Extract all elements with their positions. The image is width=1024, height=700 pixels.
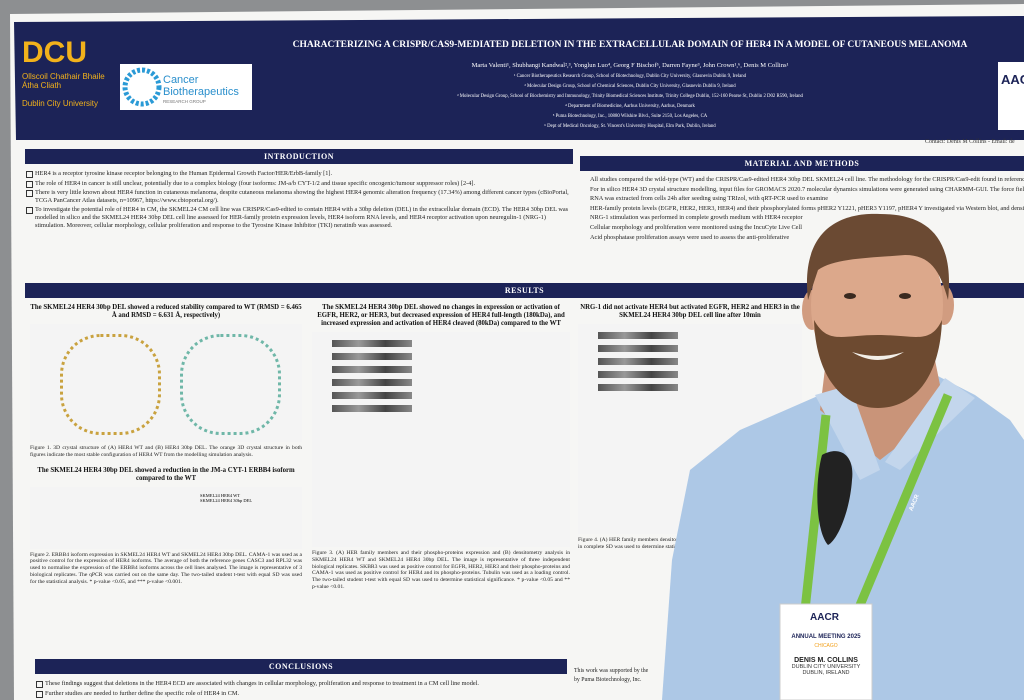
badge-content: AACR ANNUAL MEETING 2025 CHICAGO DENIS M. C… xyxy=(782,607,870,676)
logo-irish: Ollscoil Chathair Bhaile Átha Cliath xyxy=(22,72,105,90)
contact-strip xyxy=(14,140,1024,150)
aacr-logo: AAC xyxy=(1001,72,1024,87)
section-heading: RESULTS xyxy=(25,283,1024,298)
lanyard-right xyxy=(853,393,953,612)
beard xyxy=(814,320,942,408)
blot-band xyxy=(332,366,412,373)
sunglasses xyxy=(817,451,853,545)
aacr-logo-box xyxy=(998,62,1024,130)
authors: Marta Valenti¹, Shubhangi Kandwal²,³, Yo… xyxy=(471,62,789,69)
panel-heading: The SKMEL24 HER4 30bp DEL showed no chan… xyxy=(317,304,565,327)
panel-heading: NRG-1 did not activate HER4 but activate… xyxy=(580,304,800,319)
bullet: These findings suggest that deletions in… xyxy=(36,680,567,688)
bullet: All studies compared the wild-type (WT) … xyxy=(590,176,1024,183)
section-body: All studies compared the wild-type (WT) … xyxy=(580,176,1024,281)
figure-caption: Figure 2. ERBB4 isoform expression in SK… xyxy=(30,551,302,585)
badge-location: DUBLIN, IRELAND xyxy=(802,670,850,676)
results-panel: The SKMEL24 HER4 30bp DEL showed no chan… xyxy=(312,304,570,654)
eye-right xyxy=(899,293,911,299)
blot-band xyxy=(332,392,412,399)
bullet: Cellular morphology and proliferation we… xyxy=(590,224,1024,232)
badge-city: CHICAGO xyxy=(814,643,838,649)
affiliation: ¹ Cancer Biotherapeutics Research Group,… xyxy=(513,74,747,79)
section-body: HER4 is a receptor tyrosine kinase recep… xyxy=(25,170,573,280)
figure-caption: Figure 3. (A) HER family members and the… xyxy=(312,550,570,590)
contact: Contact: Denis M Collins - Email: de xyxy=(925,139,1015,145)
poster-title: CHARACTERIZING A CRISPR/CAS9-MEDIATED DE… xyxy=(292,40,968,50)
group-sub: RESEARCH GROUP xyxy=(163,99,206,104)
bullet: NRG-1 stimulation was performed in compl… xyxy=(590,214,1024,222)
affiliation: ³ Molecular Design Group, School of Bioc… xyxy=(457,94,803,99)
blot-band xyxy=(598,371,678,378)
panel-heading: The SKMEL24 HER4 30bp DEL showed a reduc… xyxy=(30,304,302,319)
bullet: There is very little known about HER4 fu… xyxy=(26,189,573,204)
structure-figure xyxy=(30,324,302,442)
logo-english: Dublin City University xyxy=(22,99,99,108)
blot-band xyxy=(598,358,678,365)
badge-name: DENIS M. COLLINS xyxy=(794,657,858,664)
blot-band xyxy=(332,340,412,347)
blot-band xyxy=(332,405,412,412)
shirt xyxy=(662,372,1024,700)
group-name: Cancer Biotherapeutics xyxy=(163,74,239,98)
blot-band xyxy=(332,353,412,360)
section-heading: MATERIAL AND METHODS xyxy=(580,156,1024,171)
blot-band xyxy=(598,332,678,339)
blot-band xyxy=(598,384,678,391)
eye-left xyxy=(844,293,856,299)
badge xyxy=(779,603,873,700)
poster-header xyxy=(14,16,1024,140)
panel-heading: The SKMEL24 HER4 30bp DEL showed a reduc… xyxy=(37,466,295,482)
collar-left xyxy=(815,385,880,480)
bullet: The role of HER4 in cancer is still uncl… xyxy=(26,180,573,188)
section-heading: CONCLUSIONS xyxy=(35,659,567,674)
western-blot-figure xyxy=(312,332,570,547)
affiliation: ⁴ Department of Biomedicine, Aarhus Univ… xyxy=(565,104,695,109)
legend-entry: SKMEL24 HER4 WT xyxy=(200,492,241,498)
blot-band xyxy=(598,345,678,352)
lanyard-left xyxy=(800,414,831,611)
blot-band xyxy=(332,379,412,386)
affiliations: ¹ Cancer Biotherapeutics Research Group,… xyxy=(300,72,960,132)
badge-org: DUBLIN CITY UNIVERSITY xyxy=(791,664,861,670)
legend: SKMEL24 HER4 WT SKMEL24 HER4 30bp DEL xyxy=(200,493,300,503)
affiliation: ⁵ Puma Biotechnology, Inc., 10880 Wilshi… xyxy=(552,114,708,119)
section-body: These findings suggest that deletions in… xyxy=(35,680,567,700)
legend-entry: SKMEL24 HER4 30bp DEL xyxy=(200,497,253,503)
structure-a xyxy=(60,334,161,435)
badge-brand: AACR xyxy=(810,612,839,623)
qpcr-figure: SKMEL24 HER4 WT SKMEL24 HER4 30bp DEL xyxy=(30,486,302,549)
acknowledgement: by Puma Biotechnology, Inc. xyxy=(574,677,642,683)
bullet: Further studies are needed to further de… xyxy=(36,690,567,698)
structure-b xyxy=(180,334,281,435)
bullet: To investigate the potential role of HER… xyxy=(26,206,573,229)
logo: DCU xyxy=(22,36,87,69)
bullet: Acid phosphatase proliferation assays we… xyxy=(590,234,1024,242)
affiliation: ⁶ Dept of Medical Oncology, St. Vincent'… xyxy=(544,124,716,129)
bullet: HER-family protein levels (EGFR, HER2, H… xyxy=(590,204,1024,212)
bullet: HER4 is a receptor tyrosine kinase recep… xyxy=(26,170,573,178)
bullet: RNA was extracted from cells 24h after s… xyxy=(590,195,1024,203)
badge-meeting: ANNUAL MEETING 2025 xyxy=(791,634,861,640)
section-heading: INTRODUCTION xyxy=(25,149,573,164)
affiliation: ² Molecular Design Group, School of Chem… xyxy=(524,84,736,89)
figure-caption: Figure 1. 3D crystal structure of (A) HE… xyxy=(30,445,302,458)
collar-right xyxy=(885,378,975,470)
hair xyxy=(806,213,950,300)
smile xyxy=(852,352,904,360)
results-panel: The SKMEL24 HER4 30bp DEL showed a reduc… xyxy=(30,304,302,654)
bullet: For in silico HER4 3D crystal structure … xyxy=(590,185,1024,193)
acknowledgement: This work was supported by the xyxy=(574,668,649,674)
group-logo-mark xyxy=(122,67,162,107)
